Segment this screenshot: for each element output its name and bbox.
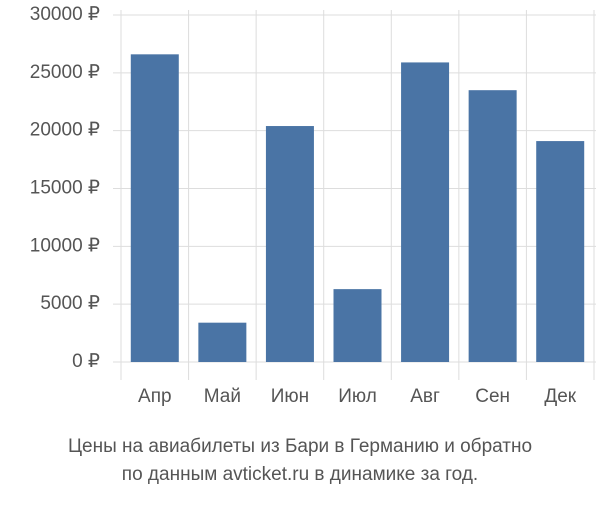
x-tick-label: Май xyxy=(204,386,241,407)
chart-title: по данным avticket.ru в динамике за год. xyxy=(122,464,478,485)
y-tick-label: 20000 ₽ xyxy=(30,120,100,141)
x-tick-label: Апр xyxy=(138,386,172,407)
bar xyxy=(198,322,247,362)
bar xyxy=(130,54,179,363)
chart-title: Цены на авиабилеты из Бари в Германию и … xyxy=(68,436,532,457)
y-tick-label: 30000 ₽ xyxy=(30,4,100,25)
x-tick-label: Июн xyxy=(271,386,309,407)
bar xyxy=(536,141,585,362)
y-tick-label: 10000 ₽ xyxy=(30,235,100,256)
y-tick-label: 15000 ₽ xyxy=(30,178,100,199)
bar xyxy=(265,126,314,362)
bar xyxy=(333,289,382,362)
x-tick-label: Сен xyxy=(475,386,510,407)
x-tick-label: Дек xyxy=(544,386,576,407)
y-tick-label: 0 ₽ xyxy=(72,351,100,372)
x-tick-label: Июл xyxy=(338,386,377,407)
bar xyxy=(401,62,450,362)
y-tick-label: 5000 ₽ xyxy=(40,293,100,314)
bar xyxy=(468,90,517,362)
x-tick-label: Авг xyxy=(410,386,440,407)
y-tick-label: 25000 ₽ xyxy=(30,62,100,83)
